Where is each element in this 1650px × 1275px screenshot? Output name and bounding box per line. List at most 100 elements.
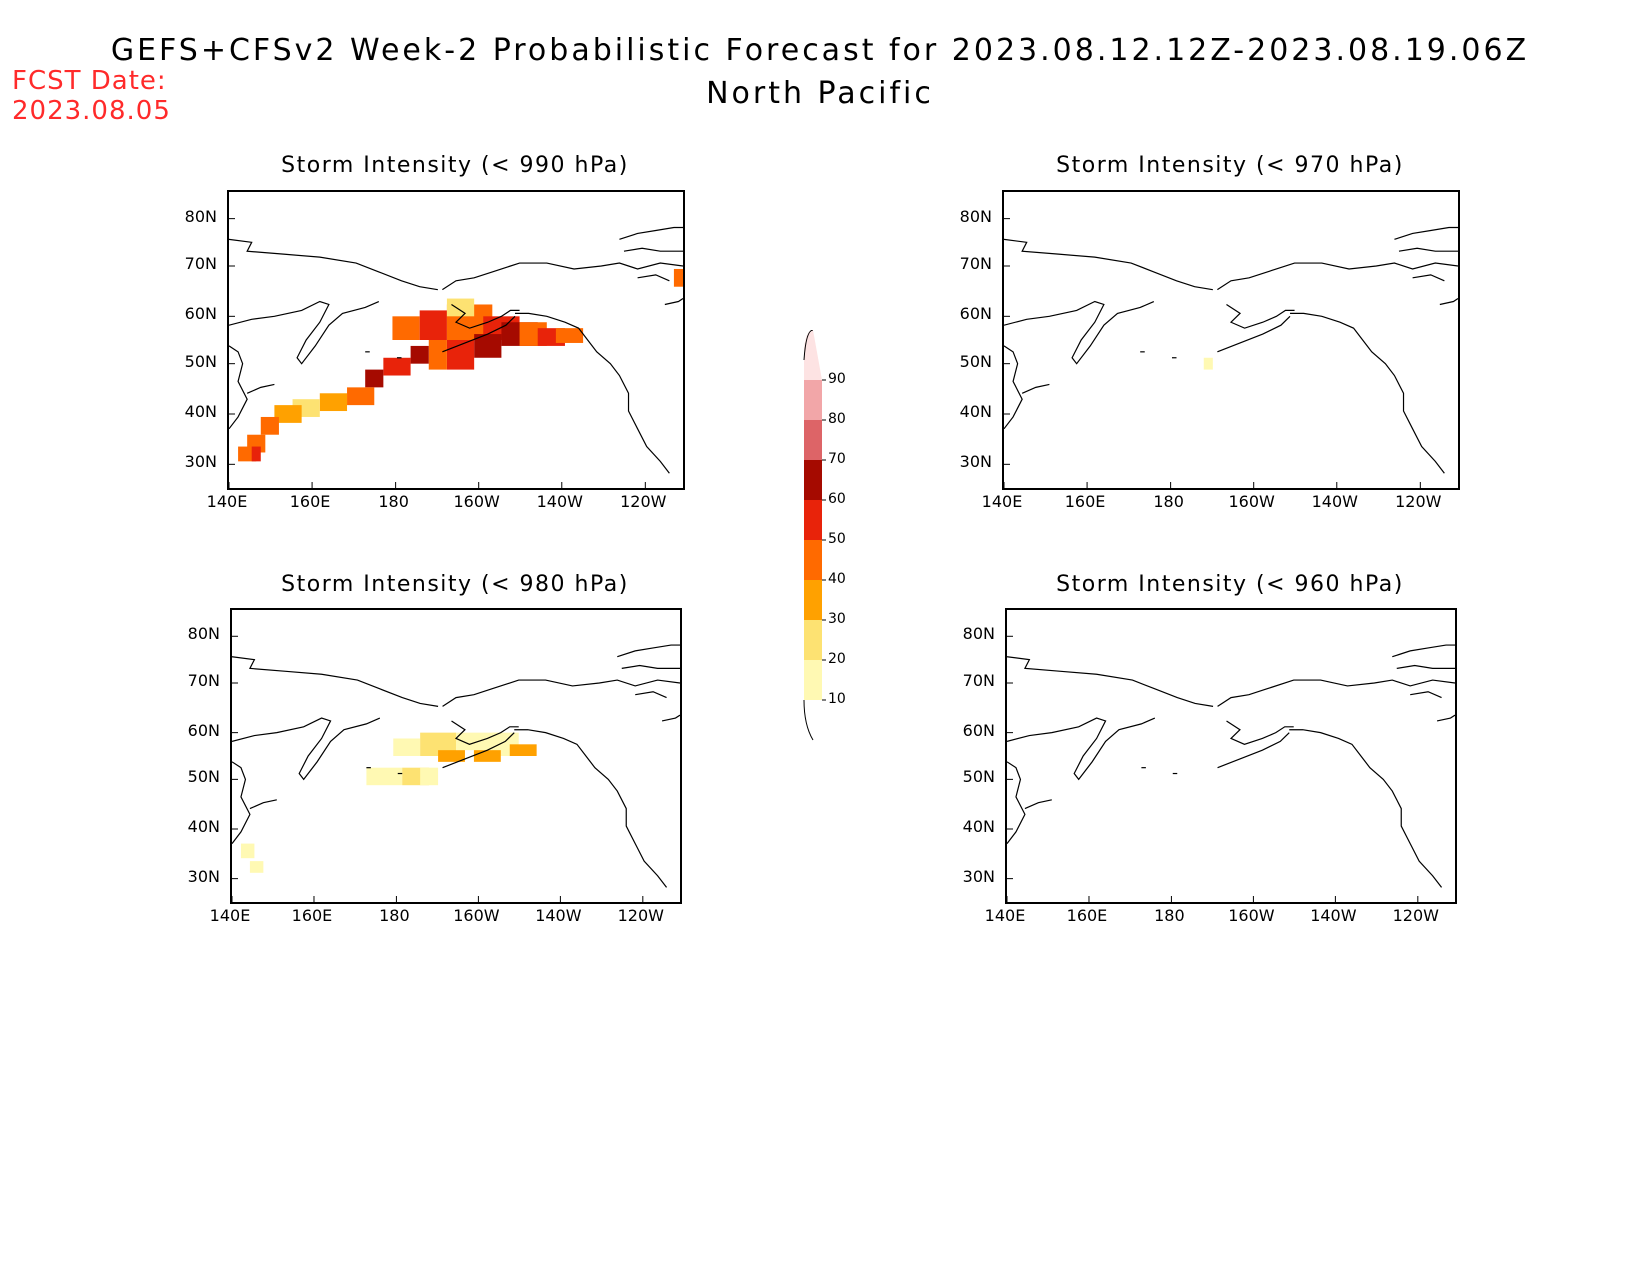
probability-cell <box>251 446 261 462</box>
coastline <box>635 691 667 699</box>
coastline <box>442 315 516 353</box>
lat-tick-label: 30N <box>962 866 995 886</box>
colorbar-label: 70 <box>828 451 846 467</box>
colorbar-label: 60 <box>828 491 846 507</box>
coastline <box>1410 691 1442 699</box>
lon-tick-label: 140W <box>535 906 582 925</box>
lon-tick-label: 160W <box>1228 492 1275 511</box>
lat-tick-label: 60N <box>959 304 992 324</box>
colorbar-segment <box>804 330 822 380</box>
coastline <box>229 238 438 291</box>
lat-tick-label: 40N <box>962 817 995 836</box>
lon-tick-label: 160W <box>1228 906 1275 925</box>
coastline <box>1004 300 1155 365</box>
probability-cell <box>392 316 420 340</box>
lon-tick-label: 140E <box>206 492 248 511</box>
lat-tick-label: 80N <box>184 206 217 226</box>
lon-tick-label: 160W <box>453 906 500 925</box>
lat-tick-label: 80N <box>959 206 992 226</box>
coastline <box>246 383 275 394</box>
coastline <box>1217 262 1458 291</box>
coastline <box>1007 656 1214 707</box>
lon-tick-label: 140E <box>209 906 251 925</box>
lat-tick-label: 50N <box>184 351 217 371</box>
coastline <box>1226 303 1295 329</box>
probability-cell <box>238 446 257 462</box>
panel-title-990: Storm Intensity (< 990 hPa) <box>281 153 629 178</box>
lon-tick-label: 180 <box>1154 906 1185 925</box>
probability-cell <box>383 357 411 376</box>
forecast-date-label: FCST Date: <box>12 66 167 96</box>
probability-cell <box>240 843 255 859</box>
probability-cell <box>366 767 403 786</box>
coastline <box>619 226 683 240</box>
panel-title-980: Storm Intensity (< 980 hPa) <box>281 572 629 597</box>
colorbar: 10 20 30 40 50 60 70 80 90 <box>780 329 846 754</box>
lon-tick-label: 180 <box>379 906 410 925</box>
panel-title-960: Storm Intensity (< 960 hPa) <box>1056 572 1404 597</box>
lat-tick-label: 50N <box>187 767 220 787</box>
map-canvas <box>1004 218 1458 488</box>
lat-tick-label: 60N <box>184 304 217 324</box>
probability-cell <box>438 750 465 762</box>
colorbar-segment <box>804 540 822 580</box>
map-panel-970 <box>1002 190 1460 490</box>
lat-tick-label: 40N <box>187 817 220 836</box>
coastline <box>617 644 680 658</box>
lon-tick-label: 120W <box>1395 492 1442 511</box>
colorbar-label: 30 <box>828 611 846 627</box>
lat-tick-label: 30N <box>187 866 220 886</box>
colorbar-tail <box>803 699 814 741</box>
lon-tick-label: 180 <box>378 492 409 511</box>
coastline <box>232 761 251 844</box>
coastline <box>1398 247 1458 252</box>
lat-tick-label: 30N <box>959 452 992 472</box>
lat-tick-label: 80N <box>187 624 220 644</box>
colorbar-segment <box>804 580 822 620</box>
coastline <box>1007 717 1156 781</box>
probability-cell <box>673 268 683 287</box>
colorbar-segment <box>804 620 822 660</box>
lat-tick-label: 70N <box>959 254 992 273</box>
colorbar-label: 80 <box>828 411 846 427</box>
coastline <box>1007 761 1026 844</box>
probability-cell <box>428 340 447 370</box>
probability-cell <box>555 328 584 343</box>
lon-tick-label: 140E <box>984 906 1026 925</box>
probability-cell <box>319 393 348 412</box>
lon-tick-label: 160W <box>453 492 500 511</box>
coastline <box>1289 729 1443 888</box>
coastline <box>621 664 680 670</box>
coastline <box>232 656 439 707</box>
coastline <box>623 247 683 252</box>
coastline <box>1396 664 1455 670</box>
colorbar-label: 10 <box>828 691 846 707</box>
lat-tick-label: 70N <box>184 254 217 273</box>
lat-tick-label: 50N <box>962 767 995 787</box>
coastline <box>1392 644 1455 658</box>
probability-cell <box>1203 357 1213 370</box>
coastline <box>442 262 683 291</box>
colorbar-segment <box>804 500 822 540</box>
lat-tick-label: 60N <box>187 720 220 740</box>
lat-tick-label: 30N <box>184 452 217 472</box>
probability-cell <box>410 345 429 364</box>
lon-tick-label: 120W <box>620 492 667 511</box>
forecast-date-value: 2023.08.05 <box>12 96 171 126</box>
map-panel-960 <box>1005 608 1457 904</box>
coastline <box>664 298 683 306</box>
coastline <box>1436 714 1455 722</box>
coastline <box>1412 274 1445 282</box>
colorbar-label: 90 <box>828 371 846 387</box>
colorbar-tail <box>803 329 814 361</box>
coastline <box>1024 799 1052 810</box>
lon-tick-label: 140W <box>536 492 583 511</box>
probability-cell <box>249 861 264 873</box>
lon-tick-label: 160E <box>291 906 333 925</box>
colorbar-label: 40 <box>828 571 846 587</box>
probability-cell <box>473 750 501 762</box>
coastline <box>1226 720 1294 745</box>
coastline <box>515 312 670 474</box>
coastline <box>661 714 680 722</box>
map-canvas <box>229 218 683 488</box>
